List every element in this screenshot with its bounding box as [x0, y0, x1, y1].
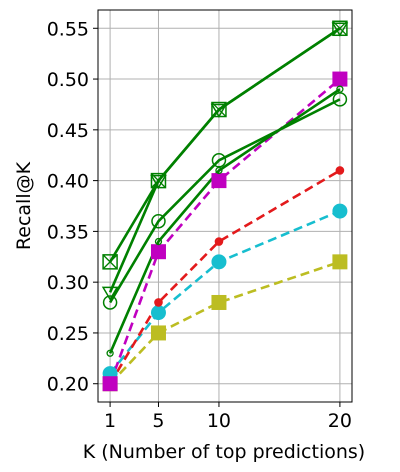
marker-circle	[332, 92, 348, 107]
marker-square	[211, 294, 227, 310]
grid	[98, 10, 352, 402]
marker-square	[150, 244, 166, 260]
data-point-marker	[331, 22, 349, 37]
marker-triangle	[331, 22, 349, 37]
marker-square	[102, 376, 118, 392]
marker-circle	[335, 166, 345, 175]
series-layer	[101, 20, 349, 392]
data-point-marker	[150, 325, 166, 341]
marker-circle	[102, 295, 118, 310]
marker-square	[211, 173, 227, 189]
data-point-marker	[332, 254, 348, 270]
y-tick-label: 0.50	[47, 69, 89, 91]
marker-cross	[211, 102, 227, 117]
series-line	[109, 209, 341, 375]
y-tick-label: 0.35	[47, 221, 89, 243]
data-point-marker	[332, 92, 348, 107]
marker-circle	[150, 305, 166, 321]
marker-circle	[211, 254, 227, 270]
marker-circle	[332, 203, 348, 219]
data-point-marker	[211, 153, 227, 168]
data-point-marker	[335, 166, 345, 175]
series-line	[108, 27, 341, 263]
series-line	[108, 169, 341, 385]
data-point-marker	[211, 254, 227, 270]
data-point-marker	[154, 237, 163, 246]
data-point-marker	[150, 305, 166, 321]
marker-cross	[332, 20, 348, 36]
y-tick-label: 0.30	[47, 272, 89, 294]
series-line	[108, 88, 341, 354]
marker-circle	[154, 237, 163, 246]
marker-triangle	[101, 286, 119, 301]
marker-triangle	[150, 174, 167, 190]
y-tick-label: 0.55	[47, 18, 89, 40]
marker-triangle	[210, 103, 228, 119]
marker-cross	[102, 254, 118, 270]
data-point-marker	[150, 172, 167, 189]
x-tick-label: 5	[152, 410, 164, 432]
data-point-marker	[332, 203, 348, 219]
x-tick-label: 1	[104, 410, 116, 432]
series-line	[108, 98, 341, 304]
marker-circle	[214, 237, 224, 246]
marker-circle	[106, 349, 114, 357]
y-tick-label: 0.25	[47, 323, 89, 345]
x-tick-label: 10	[207, 410, 231, 432]
data-point-marker	[332, 20, 348, 37]
series-line	[109, 260, 341, 385]
data-point-marker	[211, 101, 227, 118]
data-point-marker	[154, 298, 163, 307]
marker-square	[150, 172, 167, 189]
data-point-marker	[211, 173, 227, 189]
x-axis-label: K (Number of top predictions)	[83, 441, 365, 463]
y-tick-label: 0.45	[47, 120, 89, 142]
y-tick-label: 0.40	[47, 171, 89, 193]
marker-square	[332, 71, 348, 87]
marker-circle	[211, 153, 227, 168]
data-point-marker	[106, 349, 114, 357]
data-point-marker	[102, 254, 118, 270]
marker-square	[211, 101, 227, 118]
marker-square	[102, 254, 118, 270]
data-point-marker	[150, 244, 166, 260]
marker-square	[332, 254, 348, 270]
data-point-marker	[151, 213, 166, 229]
data-point-marker	[210, 103, 228, 119]
y-axis-label: Recall@K	[13, 161, 35, 250]
data-point-marker	[332, 71, 348, 87]
data-point-marker	[214, 237, 224, 246]
data-point-marker	[150, 174, 167, 190]
data-point-marker	[102, 295, 118, 310]
marker-circle	[154, 298, 163, 307]
ticks: 0.20 0.25 0.30 0.35 0.40 0.45 0.50 0.55 1 5 10 20	[47, 18, 352, 432]
data-point-marker	[101, 286, 119, 301]
marker-cross	[151, 173, 166, 189]
data-point-marker	[102, 376, 118, 392]
x-tick-label: 20	[328, 410, 352, 432]
y-tick-label: 0.20	[47, 374, 89, 396]
marker-square	[332, 20, 348, 37]
marker-square	[150, 325, 166, 341]
data-point-marker	[211, 294, 227, 310]
marker-circle	[151, 213, 166, 229]
plot-frame	[97, 9, 353, 403]
